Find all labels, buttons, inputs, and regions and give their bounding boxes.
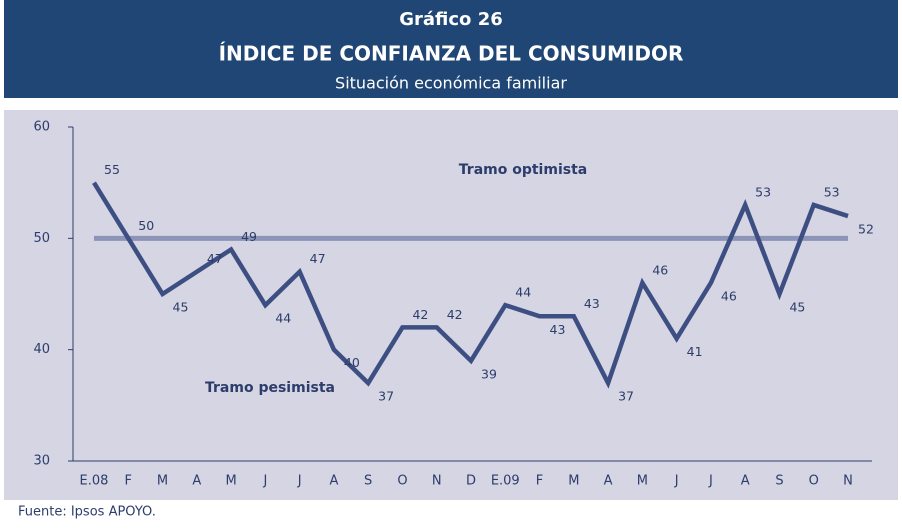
chart-subtitle: ÍNDICE DE CONFIANZA DEL CONSUMIDOR (219, 42, 684, 66)
x-tick-label: S (775, 474, 783, 489)
data-label: 41 (687, 344, 703, 359)
data-label: 44 (515, 285, 531, 300)
y-tick-label: 50 (33, 231, 50, 246)
data-label: 42 (447, 307, 463, 322)
data-label: 46 (721, 288, 737, 303)
y-tick-label: 60 (33, 120, 50, 135)
x-tick-label: J (674, 474, 679, 489)
chart-title: Gráfico 26 (399, 9, 503, 30)
x-tick-label: F (125, 474, 132, 489)
x-tick-label: O (809, 474, 819, 489)
data-label: 46 (652, 262, 668, 277)
data-label: 52 (858, 222, 874, 237)
data-label: 37 (618, 389, 634, 404)
x-tick-label: M (568, 474, 579, 489)
x-tick-label: N (843, 474, 853, 489)
annotation: Tramo pesimista (205, 380, 335, 396)
data-label: 40 (344, 355, 360, 370)
x-tick-label: J (297, 474, 302, 489)
x-tick-label: M (225, 474, 236, 489)
x-tick-label: J (262, 474, 267, 489)
plot-background (4, 110, 898, 500)
x-tick-label: A (192, 474, 201, 489)
data-label: 44 (275, 311, 291, 326)
data-label: 55 (104, 162, 120, 177)
x-tick-label: A (741, 474, 750, 489)
data-label: 45 (789, 300, 805, 315)
x-tick-label: S (364, 474, 372, 489)
data-label: 43 (550, 322, 566, 337)
x-tick-label: M (637, 474, 648, 489)
data-label: 53 (755, 184, 771, 199)
data-label: 43 (584, 296, 600, 311)
y-tick-label: 40 (33, 342, 50, 357)
x-tick-label: O (397, 474, 407, 489)
x-tick-label: A (604, 474, 613, 489)
header (4, 0, 898, 98)
source: Fuente: Ipsos APOYO. (18, 505, 156, 520)
x-tick-label: M (157, 474, 168, 489)
x-tick-label: N (432, 474, 442, 489)
data-label: 45 (173, 300, 189, 315)
data-label: 49 (241, 229, 257, 244)
data-label: 37 (378, 389, 394, 404)
x-tick-label: E.09 (491, 474, 520, 489)
data-label: 42 (412, 307, 428, 322)
y-tick-label: 30 (33, 454, 50, 469)
data-label: 53 (824, 184, 840, 199)
line-series (92, 181, 849, 389)
chart-caption: Situación económica familiar (335, 74, 567, 93)
x-tick-label: F (536, 474, 543, 489)
annotation: Tramo optimista (459, 162, 587, 178)
data-label: 47 (310, 251, 326, 266)
data-label: 50 (138, 218, 154, 233)
x-tick-label: E.08 (80, 474, 109, 489)
x-tick-label: D (466, 474, 476, 489)
data-label: 39 (481, 366, 497, 381)
x-tick-label: A (329, 474, 338, 489)
data-label: 47 (207, 251, 223, 266)
x-tick-label: J (708, 474, 713, 489)
